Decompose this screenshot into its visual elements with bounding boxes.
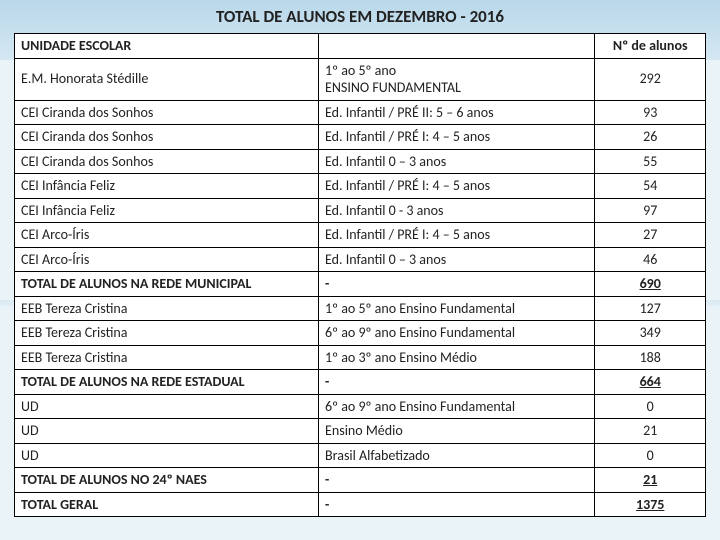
cell-unit: TOTAL DE ALUNOS NO 24º NAES bbox=[15, 468, 319, 493]
table-row: EEB Tereza Cristina6º ao 9º ano Ensino F… bbox=[15, 321, 706, 346]
cell-desc: Ed. Infantil / PRÉ I: 4 – 5 anos bbox=[319, 125, 595, 150]
cell-count: 21 bbox=[595, 468, 706, 493]
cell-unit: CEI Ciranda dos Sonhos bbox=[15, 125, 319, 150]
cell-desc: 1º ao 5º anoENSINO FUNDAMENTAL bbox=[319, 58, 595, 100]
cell-count: 0 bbox=[595, 394, 706, 419]
table-row: UDEnsino Médio21 bbox=[15, 419, 706, 444]
cell-unit: CEI Arco-Íris bbox=[15, 223, 319, 248]
cell-count: 93 bbox=[595, 100, 706, 125]
table-row: CEI Arco-ÍrisEd. Infantil / PRÉ I: 4 – 5… bbox=[15, 223, 706, 248]
cell-desc: - bbox=[319, 492, 595, 517]
cell-count: 46 bbox=[595, 247, 706, 272]
cell-desc: Ed. Infantil 0 – 3 anos bbox=[319, 149, 595, 174]
students-table: UNIDADE ESCOLAR Nº de alunos E.M. Honora… bbox=[14, 33, 706, 517]
cell-count: 690 bbox=[595, 272, 706, 297]
table-row: TOTAL DE ALUNOS NA REDE MUNICIPAL-690 bbox=[15, 272, 706, 297]
cell-desc: Ed. Infantil 0 – 3 anos bbox=[319, 247, 595, 272]
table-row: CEI Infância FelizEd. Infantil / PRÉ I: … bbox=[15, 174, 706, 199]
cell-unit: E.M. Honorata Stédille bbox=[15, 58, 319, 100]
table-row: CEI Arco-ÍrisEd. Infantil 0 – 3 anos46 bbox=[15, 247, 706, 272]
table-header-row: UNIDADE ESCOLAR Nº de alunos bbox=[15, 34, 706, 59]
cell-unit: TOTAL DE ALUNOS NA REDE MUNICIPAL bbox=[15, 272, 319, 297]
cell-unit: CEI Infância Feliz bbox=[15, 174, 319, 199]
table-row: UDBrasil Alfabetizado0 bbox=[15, 443, 706, 468]
cell-count: 349 bbox=[595, 321, 706, 346]
cell-unit: TOTAL DE ALUNOS NA REDE ESTADUAL bbox=[15, 370, 319, 395]
cell-unit: EEB Tereza Cristina bbox=[15, 321, 319, 346]
cell-unit: UD bbox=[15, 443, 319, 468]
cell-desc: - bbox=[319, 370, 595, 395]
cell-unit: CEI Infância Feliz bbox=[15, 198, 319, 223]
cell-unit: CEI Ciranda dos Sonhos bbox=[15, 100, 319, 125]
cell-desc: Ed. Infantil / PRÉ I: 4 – 5 anos bbox=[319, 223, 595, 248]
cell-desc: Ed. Infantil / PRÉ I: 4 – 5 anos bbox=[319, 174, 595, 199]
cell-count: 55 bbox=[595, 149, 706, 174]
cell-count: 127 bbox=[595, 296, 706, 321]
cell-count: 664 bbox=[595, 370, 706, 395]
header-desc bbox=[319, 34, 595, 59]
cell-unit: UD bbox=[15, 394, 319, 419]
table-row: CEI Ciranda dos SonhosEd. Infantil / PRÉ… bbox=[15, 125, 706, 150]
cell-count: 26 bbox=[595, 125, 706, 150]
cell-desc: Ed. Infantil 0 - 3 anos bbox=[319, 198, 595, 223]
table-row: EEB Tereza Cristina1º ao 5º ano Ensino F… bbox=[15, 296, 706, 321]
table-row: EEB Tereza Cristina1º ao 3º ano Ensino M… bbox=[15, 345, 706, 370]
table-row: TOTAL DE ALUNOS NO 24º NAES-21 bbox=[15, 468, 706, 493]
cell-count: 0 bbox=[595, 443, 706, 468]
cell-unit: EEB Tereza Cristina bbox=[15, 345, 319, 370]
page-title: TOTAL DE ALUNOS EM DEZEMBRO - 2016 bbox=[14, 6, 706, 27]
table-row: E.M. Honorata Stédille1º ao 5º anoENSINO… bbox=[15, 58, 706, 100]
cell-count: 292 bbox=[595, 58, 706, 100]
header-unit: UNIDADE ESCOLAR bbox=[15, 34, 319, 59]
cell-desc: Brasil Alfabetizado bbox=[319, 443, 595, 468]
table-row: CEI Ciranda dos SonhosEd. Infantil 0 – 3… bbox=[15, 149, 706, 174]
cell-count: 188 bbox=[595, 345, 706, 370]
table-row: TOTAL DE ALUNOS NA REDE ESTADUAL-664 bbox=[15, 370, 706, 395]
cell-unit: CEI Ciranda dos Sonhos bbox=[15, 149, 319, 174]
cell-desc: - bbox=[319, 468, 595, 493]
cell-desc: 1º ao 3º ano Ensino Médio bbox=[319, 345, 595, 370]
table-row: CEI Ciranda dos SonhosEd. Infantil / PRÉ… bbox=[15, 100, 706, 125]
cell-unit: UD bbox=[15, 419, 319, 444]
header-count: Nº de alunos bbox=[595, 34, 706, 59]
cell-desc: Ensino Médio bbox=[319, 419, 595, 444]
cell-desc: 6º ao 9º ano Ensino Fundamental bbox=[319, 321, 595, 346]
table-row: CEI Infância FelizEd. Infantil 0 - 3 ano… bbox=[15, 198, 706, 223]
table-row: TOTAL GERAL-1375 bbox=[15, 492, 706, 517]
cell-desc: - bbox=[319, 272, 595, 297]
table-row: UD6º ao 9º ano Ensino Fundamental0 bbox=[15, 394, 706, 419]
cell-desc: Ed. Infantil / PRÉ II: 5 – 6 anos bbox=[319, 100, 595, 125]
cell-count: 21 bbox=[595, 419, 706, 444]
cell-desc: 1º ao 5º ano Ensino Fundamental bbox=[319, 296, 595, 321]
cell-count: 1375 bbox=[595, 492, 706, 517]
cell-desc: 6º ao 9º ano Ensino Fundamental bbox=[319, 394, 595, 419]
cell-count: 54 bbox=[595, 174, 706, 199]
cell-count: 97 bbox=[595, 198, 706, 223]
cell-unit: EEB Tereza Cristina bbox=[15, 296, 319, 321]
cell-unit: TOTAL GERAL bbox=[15, 492, 319, 517]
cell-unit: CEI Arco-Íris bbox=[15, 247, 319, 272]
cell-count: 27 bbox=[595, 223, 706, 248]
